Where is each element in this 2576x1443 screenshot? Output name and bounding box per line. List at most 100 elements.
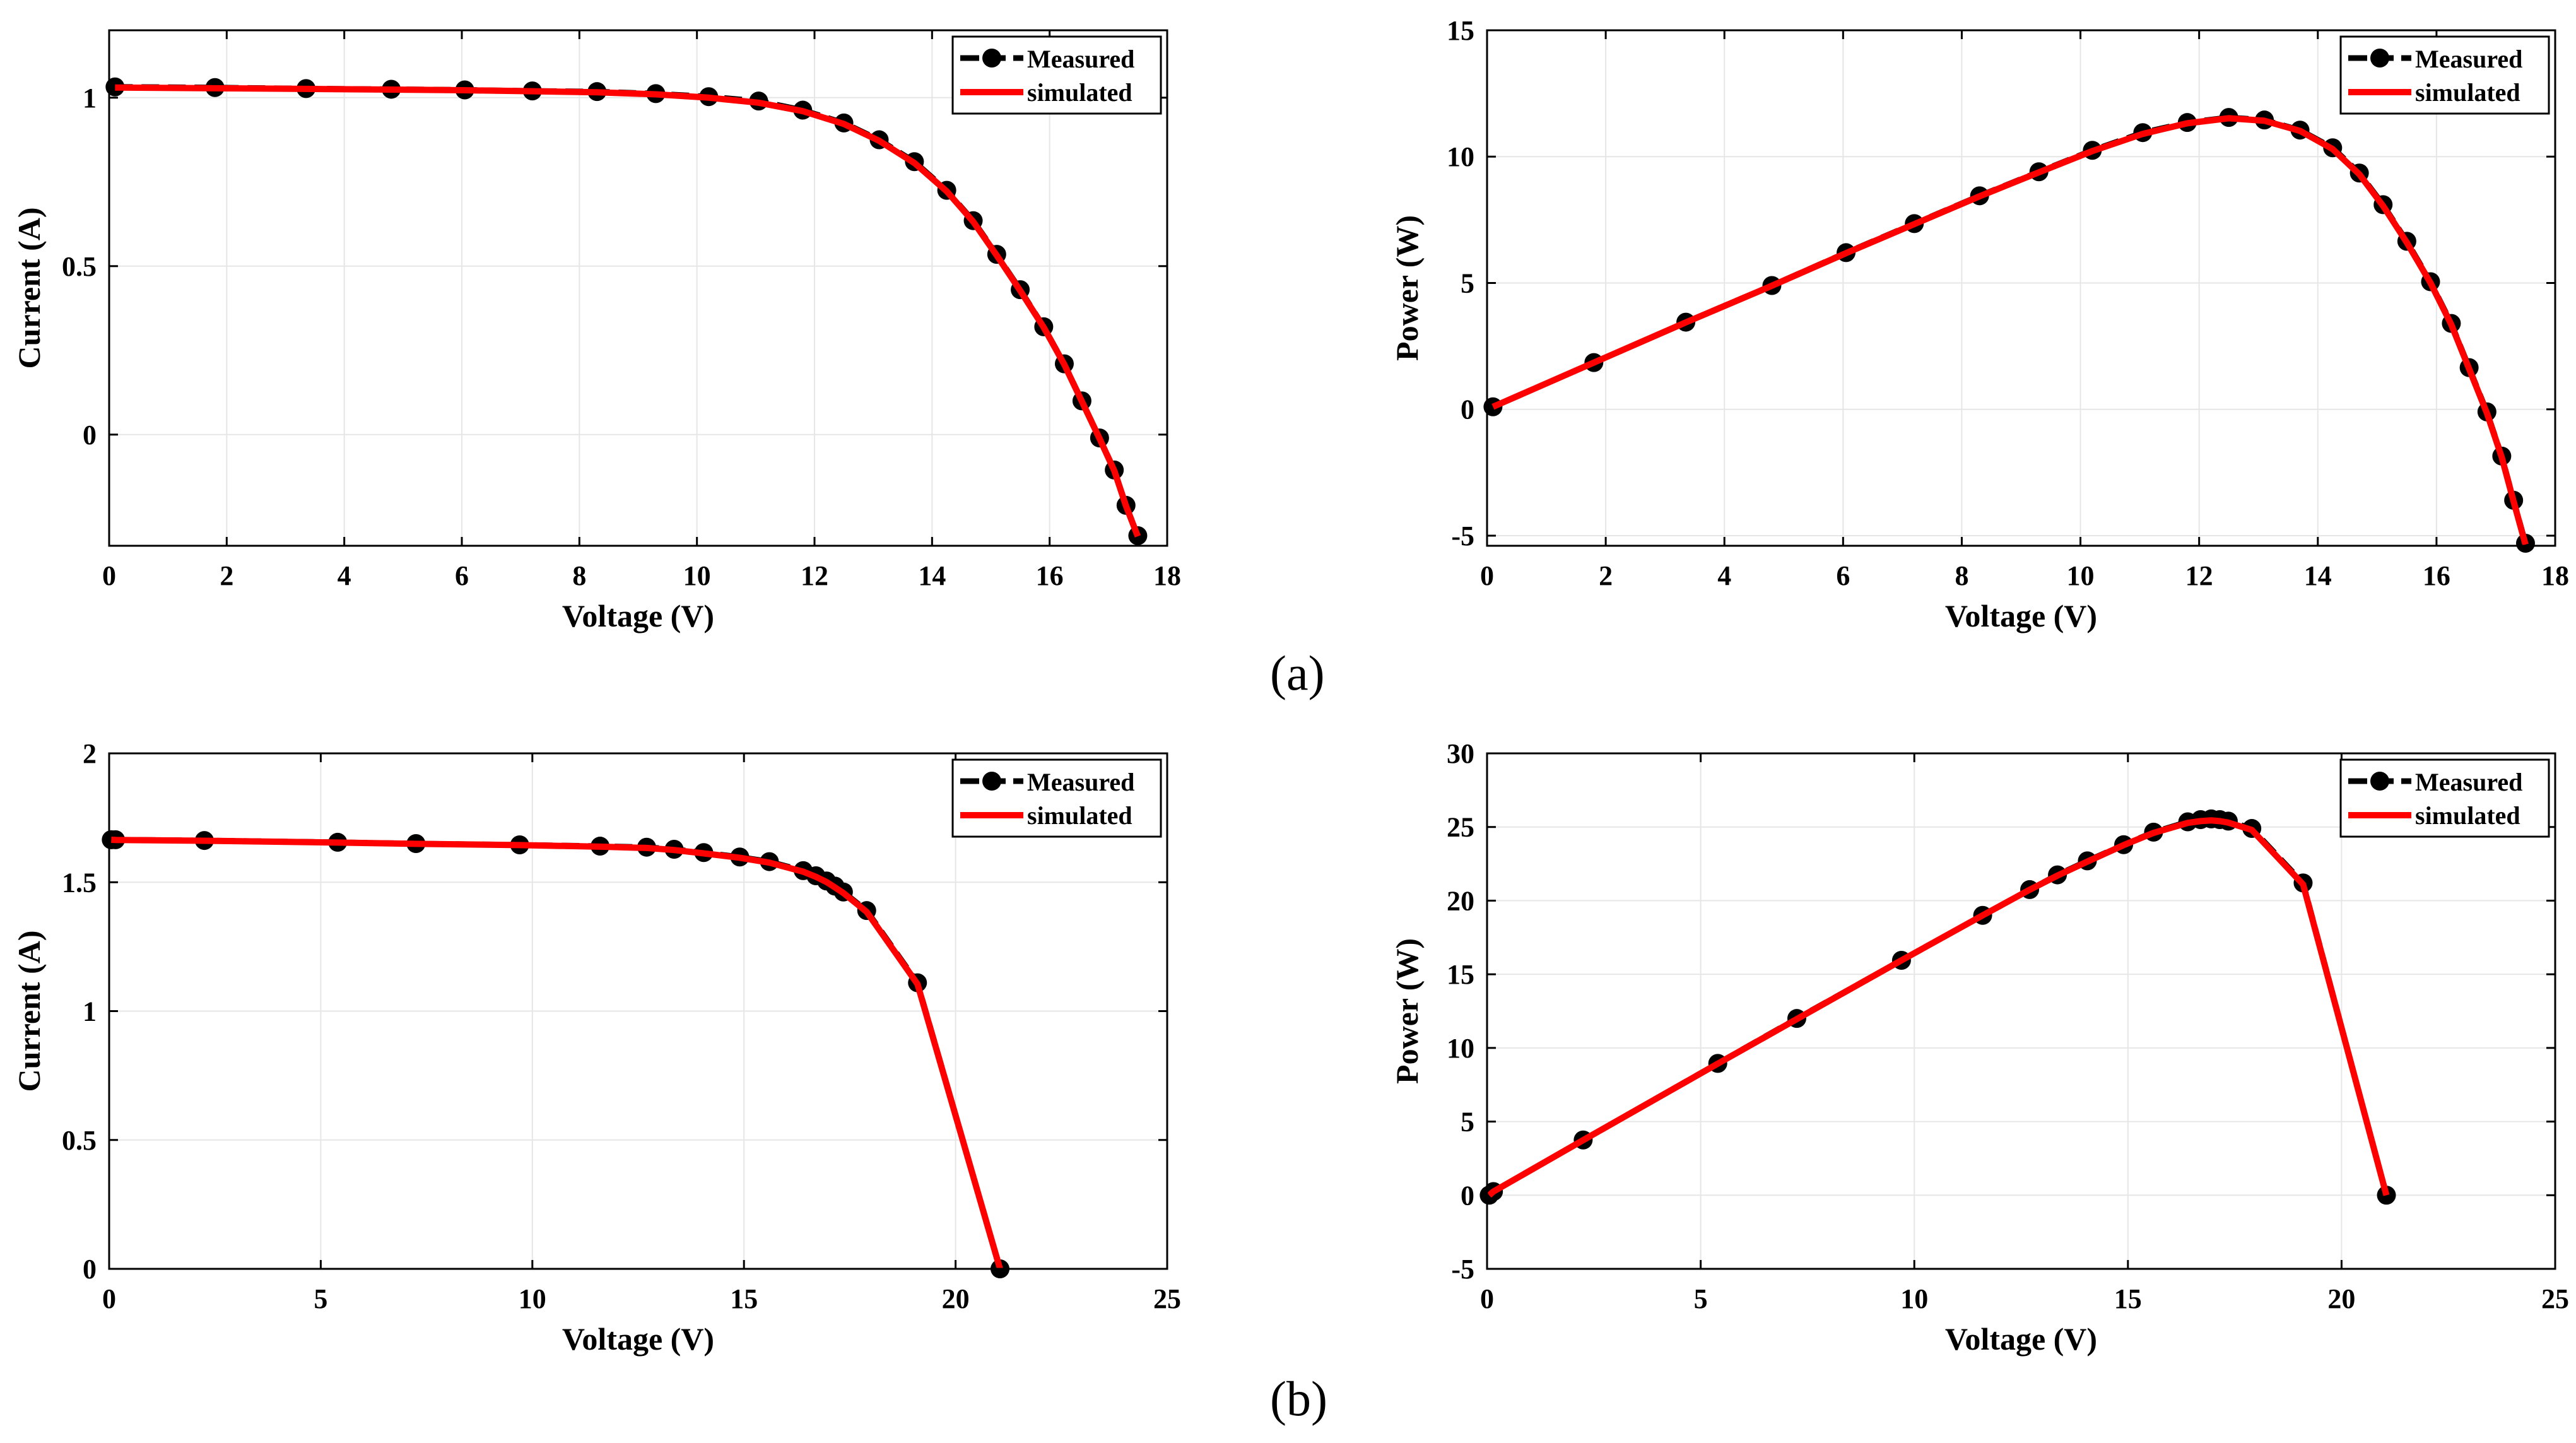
x-tick-label: 6 [1836,560,1850,591]
y-tick-label: 1.5 [62,867,97,898]
x-tick-label: 2 [1599,560,1613,591]
x-axis-label: Voltage (V) [1945,598,2097,633]
x-axis-label: Voltage (V) [562,598,714,633]
y-tick-label: 15 [1447,15,1474,46]
legend-box [951,758,1162,838]
x-tick-label: 25 [2541,1283,2569,1314]
x-tick-label: 8 [1955,560,1968,591]
legend-measured-label: Measured [1027,768,1134,796]
x-tick-label: 5 [1694,1283,1708,1314]
chart-b-current-voltage: 0 5 10 15 20 25 0 0.5 1 1.5 2 Voltage (V) Current (A… [11,738,1181,1357]
plot-area [1479,809,2396,1205]
series-measured [102,830,1010,1278]
legend-simulated-label: simulated [1027,78,1132,107]
y-tick-label: 2 [83,738,97,769]
y-tick-label: 5 [1461,1107,1474,1138]
legend-simulated-label: simulated [2415,801,2520,830]
x-tick-label: 2 [220,560,233,591]
series-measured [105,77,1148,545]
panel-label-b: (b) [1270,1371,1327,1426]
legend-box [2339,35,2550,115]
series-simulated [1491,115,2529,546]
axes: 0 2 4 6 8 10 12 14 16 18 0 0.5 1 [62,30,1181,591]
x-tick-label: 12 [2185,560,2213,591]
legend-measured-marker [2370,49,2389,68]
x-tick-label: 14 [918,560,946,591]
y-tick-label: 1 [83,996,97,1027]
y-tick-label: -5 [1451,521,1474,551]
simulated-line [111,836,1003,1270]
plot-area [105,77,1148,545]
y-tick-label: -5 [1451,1254,1474,1285]
axes: 0 5 10 15 20 25 0 0.5 1 1.5 2 [62,738,1181,1314]
x-tick-label: 8 [572,560,586,591]
series-measured [1483,108,2535,553]
y-tick-label: 25 [1447,812,1474,843]
y-tick-label: 1 [83,83,97,114]
x-tick-label: 0 [102,1283,116,1314]
x-tick-label: 10 [519,1283,546,1314]
y-tick-label: 10 [1447,141,1474,172]
y-tick-label: 0 [83,1254,97,1285]
y-tick-label: 0.5 [62,251,97,282]
axes-box [1486,752,2556,1270]
x-tick-label: 25 [1153,1283,1181,1314]
x-axis-label: Voltage (V) [1945,1321,2097,1357]
y-tick-label: 20 [1447,885,1474,916]
measured-point [105,77,125,97]
measured-line [115,84,1141,537]
axes-box [108,752,1168,1270]
legend-simulated-label: simulated [1027,801,1132,830]
x-tick-label: 20 [942,1283,970,1314]
y-tick-label: 0 [83,420,97,451]
legend-measured-label: Measured [1027,45,1134,73]
plot-area [102,830,1010,1278]
chart-a-current-voltage: 0 2 4 6 8 10 12 14 16 18 0 0.5 1 Voltage (V) Current (… [11,29,1181,633]
simulated-line [1487,817,2390,1198]
simulated-line [1491,115,2529,546]
legend-measured-marker [982,772,1001,791]
x-tick-label: 18 [2541,560,2569,591]
y-tick-label: 5 [1461,268,1474,298]
axes-box [108,29,1168,547]
legend-box [2339,758,2550,838]
x-tick-label: 6 [455,560,469,591]
plot-area [1483,108,2535,553]
x-tick-label: 12 [801,560,828,591]
x-tick-label: 18 [1153,560,1181,591]
series-simulated [111,836,1003,1270]
x-tick-label: 0 [1480,1283,1494,1314]
legend: Measured simulated [2339,35,2550,115]
legend-box [951,35,1162,115]
y-tick-label: 0 [1461,394,1474,425]
legend-measured-marker [2370,772,2389,791]
x-tick-label: 16 [1036,560,1064,591]
y-axis-label: Current (A) [11,931,47,1092]
x-tick-label: 10 [683,560,711,591]
panel-label-a: (a) [1270,645,1325,700]
y-tick-label: 0.5 [62,1125,97,1156]
legend: Measured simulated [2339,758,2550,838]
x-tick-label: 10 [2067,560,2095,591]
y-tick-label: 15 [1447,959,1474,990]
legend-measured-marker [982,49,1001,68]
x-tick-label: 14 [2304,560,2332,591]
y-axis-label: Power (W) [1389,938,1425,1084]
x-tick-label: 10 [1900,1283,1928,1314]
legend-measured-label: Measured [2415,45,2522,73]
legend: Measured simulated [951,35,1162,115]
y-tick-label: 10 [1447,1033,1474,1064]
simulated-line [115,84,1141,538]
x-tick-label: 16 [2423,560,2450,591]
axes-box [1486,29,2556,547]
y-tick-label: 0 [1461,1180,1474,1211]
y-tick-label: 30 [1447,738,1474,769]
x-tick-label: 4 [338,560,351,591]
x-tick-label: 0 [102,560,116,591]
legend-simulated-label: simulated [2415,78,2520,107]
